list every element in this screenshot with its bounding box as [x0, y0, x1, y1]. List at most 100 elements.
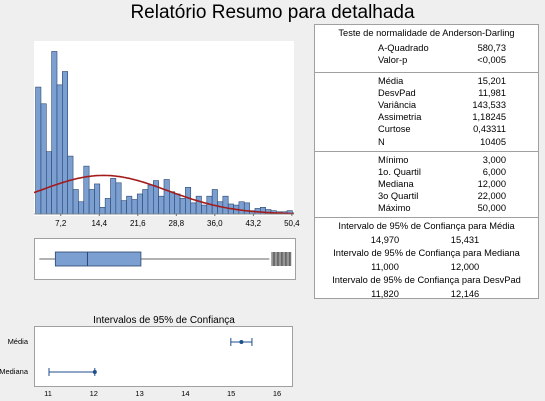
histogram-bar — [46, 151, 52, 215]
histogram-bar — [243, 202, 250, 215]
moment-row: Variância 143,533 — [315, 100, 538, 112]
quantile-row: Mediana 12,000 — [315, 179, 538, 191]
histogram-bar — [110, 178, 117, 215]
moment-value: 1,18245 — [472, 112, 506, 123]
moment-value: 11,981 — [478, 88, 506, 99]
fit-curve — [33, 174, 294, 215]
boxplot-chart — [39, 251, 292, 267]
ci-tick-label: 14 — [181, 389, 189, 398]
ci-sd-low: 11,820 — [371, 289, 399, 299]
histogram-bar — [179, 198, 186, 215]
ad-test-title: Teste de normalidade de Anderson-Darling — [338, 28, 515, 38]
quantile-label: Mínimo — [378, 155, 409, 165]
ci-median-high: 12,000 — [450, 262, 480, 272]
box-iqr — [54, 251, 142, 267]
ci-mean-title: Intervalo de 95% de Confiança para Média — [338, 221, 515, 231]
ci-mean-low: 14,970 — [370, 235, 400, 245]
histogram-bar — [78, 201, 85, 215]
quantile-row: Mínimo 3,000 — [315, 155, 538, 167]
quantile-value: 22,000 — [477, 191, 506, 202]
histogram-bar — [190, 202, 197, 215]
moment-label: Média — [378, 76, 404, 86]
ci-chart-title: Intervalos de 95% de Confiança — [93, 315, 235, 326]
histogram-panel — [33, 41, 304, 216]
histogram-bar — [115, 182, 122, 215]
histogram-bar — [185, 186, 192, 215]
histogram-bar — [35, 86, 42, 215]
histogram-bar — [217, 201, 224, 215]
moment-value: 0,43311 — [473, 124, 506, 135]
moment-label: Assimetria — [378, 112, 422, 123]
moment-row: Média 15,201 — [315, 76, 538, 88]
moment-label: Variância — [378, 100, 417, 111]
histogram-tick-label: 43,2 — [246, 219, 262, 228]
ci-median-title: Intervalo de 95% de Confiança para Media… — [333, 248, 520, 258]
histogram-bar — [72, 189, 79, 215]
boxplot-panel — [34, 238, 296, 280]
normality-test-section: Teste de normalidade de Anderson-Darling… — [315, 25, 538, 73]
moment-value: 10405 — [480, 136, 506, 147]
histogram-bar — [83, 165, 90, 215]
moment-row: Assimetria 1,18245 — [315, 112, 538, 124]
quantile-label: Mediana — [378, 179, 414, 190]
histogram-bar — [94, 183, 101, 215]
quantile-value: 50,000 — [477, 203, 506, 214]
histogram-bar — [51, 51, 58, 215]
histogram-bar — [120, 200, 127, 215]
moment-label: DesvPad — [378, 88, 416, 99]
ci-mean-high: 15,431 — [450, 235, 480, 245]
histogram-bar — [211, 189, 218, 215]
histogram-bar — [238, 201, 245, 215]
quantile-row: 1o. Quartil 6,000 — [315, 167, 538, 179]
histogram-tick-label: 14,4 — [91, 219, 107, 228]
histogram-bar — [142, 189, 149, 215]
histogram-bar — [174, 193, 181, 215]
ci-point — [92, 370, 97, 374]
quantile-row: Máximo 50,000 — [315, 203, 538, 215]
histogram-tick-label: 28,8 — [169, 219, 185, 228]
quantile-value: 6,000 — [482, 167, 506, 178]
report-title: Relatório Resumo para detalhada — [130, 2, 415, 23]
histogram-tick-label: 50,4 — [284, 219, 300, 228]
moment-value: 143,533 — [472, 100, 506, 111]
ci-panel — [34, 326, 293, 387]
ci-row-label: Média — [8, 337, 29, 346]
quantile-label: 1o. Quartil — [378, 167, 421, 178]
ci-point — [239, 340, 244, 344]
quantiles-section: Mínimo 3,000 1o. Quartil 6,000 Mediana 12,000… — [315, 152, 538, 218]
pvalue-label: Valor-p — [378, 55, 408, 65]
ci-chart — [48, 338, 253, 376]
quantile-value: 3,000 — [482, 155, 506, 165]
histogram-bar — [136, 193, 143, 215]
histogram-bar — [131, 199, 138, 215]
histogram-bar — [40, 103, 47, 215]
histogram-bar — [222, 195, 229, 215]
histogram-bar — [88, 189, 95, 215]
histogram-bar — [195, 195, 202, 215]
moment-label: Curtose — [378, 124, 411, 135]
ci-sd-values: 11,820 12,146 — [315, 289, 538, 301]
ci-median-values: 11,000 12,000 — [315, 262, 538, 274]
histogram-tick-label: 21,6 — [130, 219, 146, 228]
ci-row-label: Mediana — [0, 367, 29, 376]
histogram-bar — [163, 179, 170, 215]
histogram-bar — [56, 84, 63, 215]
ci-median-low: 11,000 — [371, 262, 399, 272]
moment-row: Curtose 0,43311 — [315, 124, 538, 136]
quantile-label: 3o Quartil — [378, 191, 419, 202]
ci-sd-title: Intervalo de 95% de Confiança para DesvP… — [332, 275, 521, 285]
histogram-bar — [67, 155, 74, 215]
histogram-bar — [126, 195, 133, 215]
histogram-bar — [62, 71, 69, 215]
histogram-bar — [169, 191, 175, 215]
histogram-bar — [99, 207, 106, 215]
moment-value: 15,201 — [477, 76, 506, 86]
ci-tick-label: 13 — [135, 389, 143, 398]
quantile-row: 3o Quartil 22,000 — [315, 191, 538, 203]
moment-row: DesvPad 11,981 — [315, 88, 538, 100]
ad-row: A-Quadrado 580,73 — [315, 43, 538, 55]
moment-row: N 10405 — [315, 137, 538, 149]
histogram-tick-label: 36,0 — [207, 219, 223, 228]
quantile-label: Máximo — [378, 203, 411, 214]
moments-section: Média 15,201 DesvPad 11,981 Variância 143,533… — [315, 73, 538, 152]
